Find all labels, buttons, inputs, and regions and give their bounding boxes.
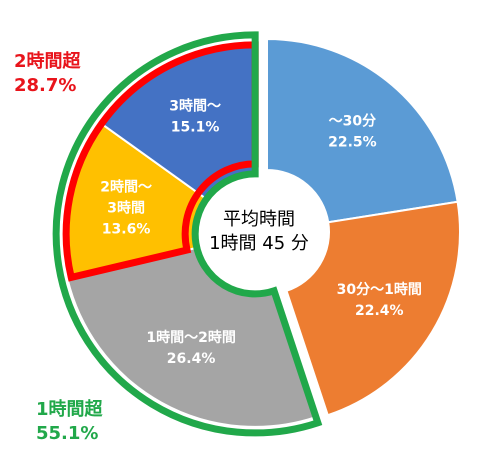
slice-3-value: 26.4%	[167, 351, 216, 367]
slice-1-value: 22.5%	[328, 135, 377, 151]
callout-over-2h: 2時間超 28.7%	[14, 50, 81, 98]
slice-2-value: 22.4%	[355, 303, 404, 319]
group-outline-1	[62, 41, 259, 282]
center-label: 平均時間 1時間 45 分	[199, 208, 319, 256]
slice-2-label: 30分〜1時間	[337, 281, 422, 298]
callout-over-1h-value: 55.1%	[36, 423, 99, 444]
center-title: 平均時間	[223, 209, 295, 230]
slice-5-value: 15.1%	[171, 119, 220, 135]
slice-1-label: 〜30分	[329, 114, 376, 130]
callout-over-1h: 1時間超 55.1%	[36, 398, 103, 446]
slice-4-label: 3時間	[107, 200, 145, 217]
slice-3-label: 1時間〜2時間	[146, 329, 235, 346]
center-average: 1時間 45 分	[209, 233, 309, 254]
slice-2	[285, 200, 461, 417]
group-outlines	[52, 31, 323, 437]
slice-4-label: 2時間〜	[100, 179, 152, 196]
donut-slices	[61, 37, 461, 428]
slice-5-label: 3時間〜	[169, 97, 221, 114]
callout-over-2h-label: 2時間超	[14, 51, 81, 72]
group-outline-2	[52, 31, 323, 437]
callout-over-2h-value: 28.7%	[14, 75, 77, 96]
slice-labels: 〜30分 22.5% 30分〜1時間 22.4% 1時間〜2時間 26.4% 2時間〜 3時間…	[100, 97, 422, 367]
slice-4-value: 13.6%	[102, 222, 151, 238]
slice-1	[266, 37, 459, 224]
callout-over-1h-label: 1時間超	[36, 399, 103, 420]
